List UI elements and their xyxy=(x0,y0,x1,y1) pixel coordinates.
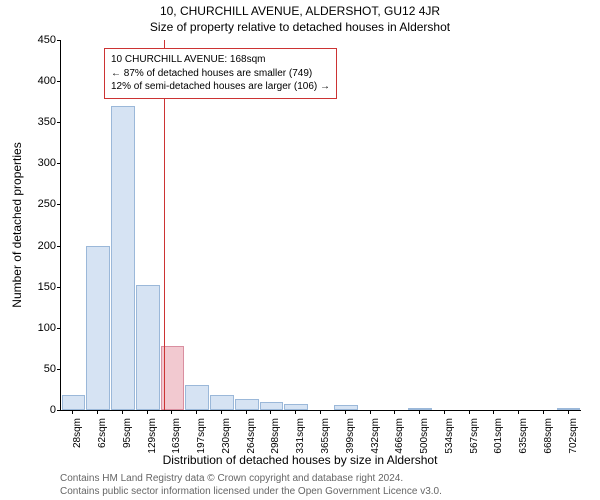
x-tick-label: 668sqm xyxy=(543,418,554,458)
x-tick-mark xyxy=(97,410,98,414)
x-tick-mark xyxy=(270,410,271,414)
histogram-bar xyxy=(260,402,284,410)
copyright-notice: Contains HM Land Registry data © Crown c… xyxy=(60,472,442,498)
y-tick-mark xyxy=(57,163,61,164)
x-tick-label: 702sqm xyxy=(568,418,579,458)
x-tick-mark xyxy=(345,410,346,414)
x-tick-label: 28sqm xyxy=(72,418,83,458)
y-tick-mark xyxy=(57,287,61,288)
histogram-bar xyxy=(235,399,259,411)
x-tick-mark xyxy=(147,410,148,414)
x-tick-label: 534sqm xyxy=(444,418,455,458)
x-tick-label: 95sqm xyxy=(122,418,133,458)
x-tick-label: 365sqm xyxy=(320,418,331,458)
y-tick-label: 0 xyxy=(26,404,56,416)
x-tick-label: 163sqm xyxy=(171,418,182,458)
x-tick-label: 230sqm xyxy=(221,418,232,458)
y-tick-mark xyxy=(57,410,61,411)
chart-title-desc: Size of property relative to detached ho… xyxy=(0,20,600,34)
x-tick-mark xyxy=(568,410,569,414)
y-tick-label: 250 xyxy=(26,198,56,210)
x-tick-mark xyxy=(221,410,222,414)
x-tick-label: 500sqm xyxy=(419,418,430,458)
x-tick-label: 264sqm xyxy=(246,418,257,458)
histogram-bar xyxy=(185,385,209,410)
x-tick-mark xyxy=(518,410,519,414)
x-tick-label: 635sqm xyxy=(518,418,529,458)
x-tick-mark xyxy=(295,410,296,414)
x-tick-label: 331sqm xyxy=(295,418,306,458)
y-tick-label: 400 xyxy=(26,75,56,87)
y-axis-label: Number of detached properties xyxy=(10,142,24,307)
y-tick-mark xyxy=(57,328,61,329)
y-tick-label: 100 xyxy=(26,322,56,334)
chart-title-address: 10, CHURCHILL AVENUE, ALDERSHOT, GU12 4J… xyxy=(0,4,600,18)
x-tick-mark xyxy=(171,410,172,414)
x-tick-label: 466sqm xyxy=(394,418,405,458)
y-tick-mark xyxy=(57,40,61,41)
y-tick-mark xyxy=(57,369,61,370)
x-tick-mark xyxy=(444,410,445,414)
x-tick-mark xyxy=(320,410,321,414)
x-tick-mark xyxy=(394,410,395,414)
y-tick-label: 300 xyxy=(26,157,56,169)
x-tick-label: 432sqm xyxy=(370,418,381,458)
x-tick-mark xyxy=(543,410,544,414)
x-tick-label: 567sqm xyxy=(469,418,480,458)
histogram-bar xyxy=(136,285,160,410)
y-tick-mark xyxy=(57,204,61,205)
annotation-line2: ← 87% of detached houses are smaller (74… xyxy=(111,67,330,81)
x-tick-label: 129sqm xyxy=(147,418,158,458)
y-tick-mark xyxy=(57,246,61,247)
y-tick-mark xyxy=(57,81,61,82)
y-tick-label: 450 xyxy=(26,34,56,46)
x-tick-mark xyxy=(72,410,73,414)
x-tick-label: 197sqm xyxy=(196,418,207,458)
histogram-bar xyxy=(210,395,234,410)
y-tick-mark xyxy=(57,122,61,123)
x-tick-mark xyxy=(196,410,197,414)
x-tick-mark xyxy=(493,410,494,414)
x-tick-label: 601sqm xyxy=(493,418,504,458)
x-tick-mark xyxy=(419,410,420,414)
x-tick-mark xyxy=(370,410,371,414)
histogram-bar xyxy=(62,395,86,410)
x-tick-label: 62sqm xyxy=(97,418,108,458)
y-tick-label: 200 xyxy=(26,240,56,252)
copyright-line1: Contains HM Land Registry data © Crown c… xyxy=(60,472,442,485)
x-tick-mark xyxy=(469,410,470,414)
annotation-box: 10 CHURCHILL AVENUE: 168sqm← 87% of deta… xyxy=(104,48,337,99)
histogram-bar xyxy=(557,408,581,410)
annotation-line3: 12% of semi-detached houses are larger (… xyxy=(111,80,330,94)
y-tick-label: 150 xyxy=(26,281,56,293)
histogram-bar xyxy=(334,405,358,410)
y-tick-label: 350 xyxy=(26,116,56,128)
x-tick-label: 399sqm xyxy=(345,418,356,458)
x-tick-label: 298sqm xyxy=(270,418,281,458)
x-tick-mark xyxy=(122,410,123,414)
histogram-bar xyxy=(111,106,135,410)
y-tick-label: 50 xyxy=(26,363,56,375)
x-tick-mark xyxy=(246,410,247,414)
annotation-line1: 10 CHURCHILL AVENUE: 168sqm xyxy=(111,53,330,67)
copyright-line2: Contains public sector information licen… xyxy=(60,485,442,498)
histogram-bar xyxy=(86,246,110,410)
